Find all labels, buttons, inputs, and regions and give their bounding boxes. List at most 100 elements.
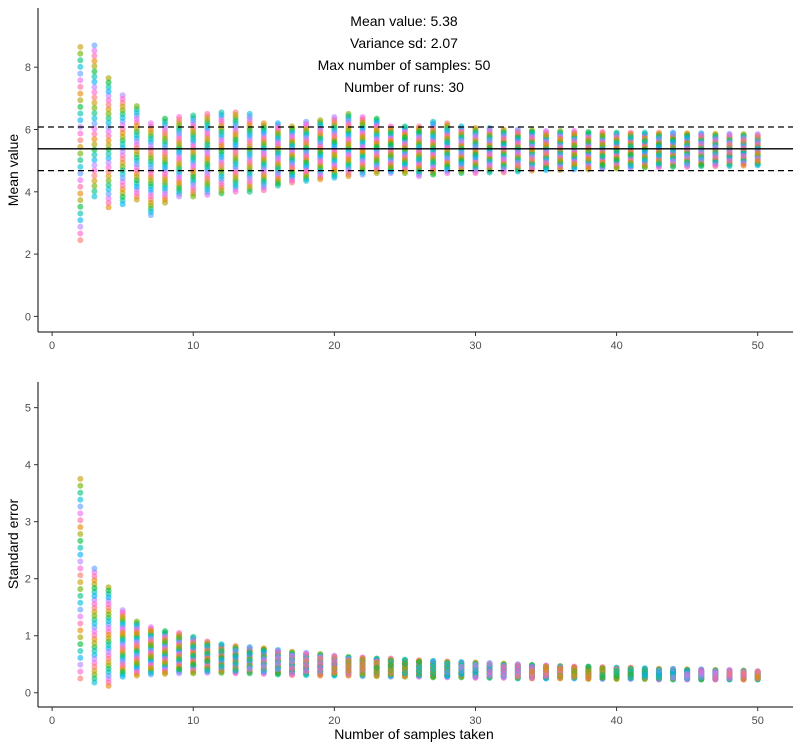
bottom-point (260, 662, 267, 669)
bottom-point (133, 672, 140, 679)
bottom-point (133, 629, 140, 636)
top-point (77, 183, 84, 190)
top-point (500, 166, 507, 173)
bottom-point (91, 620, 98, 627)
top-point (162, 150, 169, 157)
bottom-point (190, 670, 197, 677)
top-point (345, 171, 352, 178)
bottom-point (77, 654, 84, 661)
top-point (444, 139, 451, 146)
top-point (317, 176, 324, 183)
top-point (133, 161, 140, 168)
top-point (105, 133, 112, 140)
top-point (91, 167, 98, 174)
top-point (119, 129, 126, 136)
bottom-point (204, 642, 211, 649)
bottom-point (77, 592, 84, 599)
bottom-point (359, 660, 366, 667)
bottom-point (599, 665, 606, 672)
bottom-point (232, 654, 239, 661)
top-point (260, 182, 267, 189)
top-point (162, 185, 169, 192)
top-point (91, 94, 98, 101)
top-point (105, 119, 112, 126)
bottom-point (105, 655, 112, 662)
top-point (543, 150, 550, 157)
bottom-point (162, 659, 169, 666)
top-point (218, 181, 225, 188)
bottom-point (91, 648, 98, 655)
top-point (571, 130, 578, 137)
top-point (232, 136, 239, 143)
top-point (726, 141, 733, 148)
top-point (105, 115, 112, 122)
top-point (218, 117, 225, 124)
top-point (77, 237, 84, 244)
top-panel-reference-lines (38, 126, 793, 172)
top-point (260, 178, 267, 185)
bottom-point (458, 663, 465, 670)
top-point (77, 150, 84, 157)
top-point (232, 150, 239, 157)
bottom-point (585, 663, 592, 670)
top-point (105, 173, 112, 180)
bottom-point (246, 665, 253, 672)
bottom-point (514, 673, 521, 680)
top-point (585, 165, 592, 172)
top-point (359, 171, 366, 178)
bottom-point (218, 648, 225, 655)
top-point (543, 132, 550, 139)
top-point (77, 190, 84, 197)
bottom-point (119, 641, 126, 648)
bottom-point (401, 656, 408, 663)
top-point (670, 163, 677, 170)
top-point (416, 173, 423, 180)
top-point (232, 188, 239, 195)
bottom-point (218, 668, 225, 675)
bottom-point (359, 671, 366, 678)
top-point (105, 110, 112, 117)
top-point (246, 183, 253, 190)
top-point (204, 136, 211, 143)
top-point (176, 149, 183, 156)
top-panel-annotations: Mean value: 5.38 Variance sd: 2.07 Max n… (318, 13, 491, 95)
top-point (232, 112, 239, 119)
top-point (331, 158, 338, 165)
top-point (387, 163, 394, 170)
bottom-point (486, 668, 493, 675)
top-point (740, 137, 747, 144)
bottom-point (274, 654, 281, 661)
top-point (444, 166, 451, 173)
bottom-point (557, 672, 564, 679)
annotation-number-of-runs: Number of runs: 30 (344, 79, 464, 95)
bottom-point (77, 565, 84, 572)
top-point (387, 129, 394, 136)
top-point (119, 103, 126, 110)
bottom-point (119, 673, 126, 680)
top-point (331, 114, 338, 121)
top-point (274, 120, 281, 127)
top-point (698, 162, 705, 169)
top-point (472, 132, 479, 139)
top-point (77, 217, 84, 224)
bottom-point (401, 660, 408, 667)
top-point (698, 132, 705, 139)
top-point (387, 141, 394, 148)
bottom-point (444, 669, 451, 676)
top-point (91, 177, 98, 184)
bottom-y-tick-label: 0 (25, 688, 31, 700)
top-point (416, 128, 423, 135)
top-point (119, 174, 126, 181)
bottom-point (77, 627, 84, 634)
bottom-point (232, 660, 239, 667)
top-point (190, 129, 197, 136)
bottom-point (119, 620, 126, 627)
top-point (77, 50, 84, 57)
top-point (486, 161, 493, 168)
top-point (105, 164, 112, 171)
bottom-point (416, 658, 423, 665)
bottom-point (105, 587, 112, 594)
bottom-point (91, 655, 98, 662)
top-point (458, 160, 465, 167)
top-point (232, 117, 239, 124)
